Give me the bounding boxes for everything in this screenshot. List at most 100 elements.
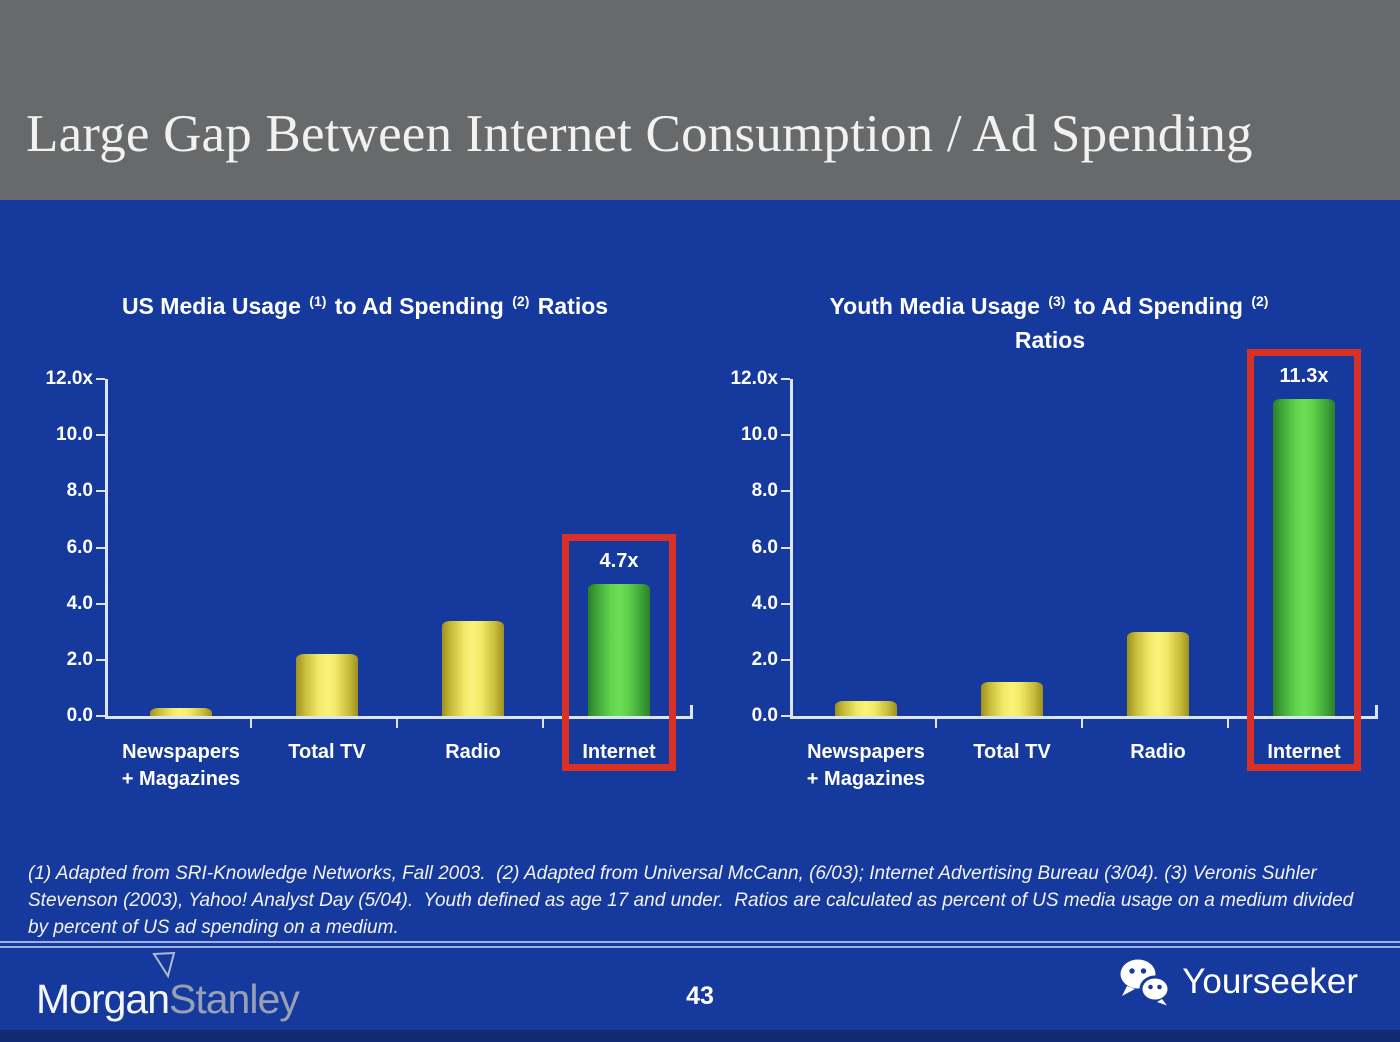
category-label-line: + Magazines xyxy=(806,768,926,790)
yourseeker-label: Yourseeker xyxy=(1182,962,1358,1001)
chart-title-text: US Media Usage xyxy=(121,293,308,319)
bar-value-label: 11.3x xyxy=(1279,365,1329,387)
highlight-box xyxy=(1247,349,1361,771)
category-label: Total TV xyxy=(939,739,1085,766)
y-tick-mark xyxy=(96,547,105,549)
page-number: 43 xyxy=(686,982,714,1010)
plot-area: 12.0x 10.0 8.0 6.0 4.0 2.0 0.0 4.7x Newspapers + … xyxy=(41,369,693,794)
chart-title: Youth Media Usage (3) to Ad Spending (2)… xyxy=(726,291,1374,379)
chart-title-text: to Ad Spending xyxy=(1067,293,1250,319)
y-tick-mark xyxy=(96,490,105,492)
logo-morgan: Morgan xyxy=(36,976,170,1022)
y-tick-label: 4.0 xyxy=(751,593,778,614)
y-tick-mark xyxy=(96,603,105,605)
category-label: Total TV xyxy=(254,739,400,766)
y-tick-mark xyxy=(781,603,790,605)
slide-header: Large Gap Between Internet Consumption /… xyxy=(0,0,1400,200)
charts-row: US Media Usage (1) to Ad Spending (2) Ra… xyxy=(41,291,1378,794)
category-label: Internet xyxy=(1231,739,1377,766)
morgan-stanley-logo: MorganStanley xyxy=(36,952,300,1023)
y-tick-mark xyxy=(96,378,105,380)
y-tick-label: 2.0 xyxy=(66,649,93,670)
x-tick-mark xyxy=(1081,719,1083,728)
y-tick-label: 12.0x xyxy=(45,368,93,389)
x-axis-end-tick xyxy=(1375,705,1378,719)
category-label: Internet xyxy=(546,739,692,766)
y-tick-label: 8.0 xyxy=(751,480,778,501)
y-tick-label: 10.0 xyxy=(56,424,93,445)
chart-youth-media: Youth Media Usage (3) to Ad Spending (2)… xyxy=(726,291,1378,794)
bar-newspapers xyxy=(150,708,212,716)
category-label-line: Newspapers xyxy=(807,741,925,763)
category-label-line: Total TV xyxy=(973,741,1051,763)
y-tick-label: 0.0 xyxy=(66,705,93,726)
wechat-icon xyxy=(1120,959,1171,1006)
x-tick-mark xyxy=(1227,719,1229,728)
superscript-note: (3) xyxy=(1048,293,1066,309)
footnote: (1) Adapted from SRI-Knowledge Networks,… xyxy=(28,863,1359,938)
x-tick-mark xyxy=(935,719,937,728)
category-label: Newspapers + Magazines xyxy=(108,739,254,793)
category-label: Newspapers + Magazines xyxy=(793,739,939,793)
plot-axes: 4.7x xyxy=(105,379,692,771)
y-tick-mark xyxy=(781,434,790,436)
y-tick-mark xyxy=(96,715,105,717)
y-tick-label: 4.0 xyxy=(66,593,93,614)
y-tick-label: 12.0x xyxy=(730,368,778,389)
superscript-note: (2) xyxy=(1251,293,1269,309)
y-tick-label: 6.0 xyxy=(751,537,778,558)
chart-title: US Media Usage (1) to Ad Spending (2) Ra… xyxy=(41,291,689,379)
y-tick-label: 0.0 xyxy=(751,705,778,726)
chart-title-line2: Ratios xyxy=(1014,327,1086,353)
logo-stanley: Stanley xyxy=(169,976,300,1022)
superscript-note: (1) xyxy=(309,293,327,309)
separator-line xyxy=(0,941,1400,948)
bar-radio xyxy=(1127,632,1189,716)
yourseeker-logo: Yourseeker xyxy=(1118,958,1358,1006)
y-tick-label: 8.0 xyxy=(66,480,93,501)
highlight-box xyxy=(562,534,676,771)
morgan-stanley-flag-icon xyxy=(152,952,176,978)
bar-total-tv xyxy=(981,682,1043,716)
chart-title-text: to Ad Spending xyxy=(328,293,511,319)
y-tick-mark xyxy=(781,378,790,380)
category-label-line: + Magazines xyxy=(121,768,241,790)
x-tick-mark xyxy=(250,719,252,728)
category-label-line: Radio xyxy=(445,741,501,763)
chart-title-text: Youth Media Usage xyxy=(829,293,1047,319)
bar-radio xyxy=(442,621,504,716)
bar-internet xyxy=(1273,399,1335,716)
category-label-line: Total TV xyxy=(288,741,366,763)
plot-axes: 11.3x xyxy=(790,349,1377,771)
category-label-line: Internet xyxy=(1267,741,1341,763)
plot-area: 12.0x 10.0 8.0 6.0 4.0 2.0 0.0 11.3x Newspapers +… xyxy=(726,349,1378,794)
category-label: Radio xyxy=(400,739,546,766)
y-tick-mark xyxy=(781,659,790,661)
x-axis-end-tick xyxy=(690,705,693,719)
y-tick-mark xyxy=(96,659,105,661)
chart-title-line1: US Media Usage (1) to Ad Spending (2) Ra… xyxy=(41,291,689,325)
y-tick-label: 10.0 xyxy=(741,424,778,445)
y-tick-label: 6.0 xyxy=(66,537,93,558)
category-label-line: Radio xyxy=(1130,741,1186,763)
x-tick-mark xyxy=(396,719,398,728)
chart-title-text: Ratios xyxy=(531,293,609,319)
category-label-line: Newspapers xyxy=(122,741,240,763)
y-tick-mark xyxy=(96,434,105,436)
bar-internet xyxy=(588,584,650,716)
y-tick-label: 2.0 xyxy=(751,649,778,670)
chart-us-media: US Media Usage (1) to Ad Spending (2) Ra… xyxy=(41,291,693,794)
superscript-note: (2) xyxy=(512,293,530,309)
slide-body: US Media Usage (1) to Ad Spending (2) Ra… xyxy=(0,200,1400,1042)
bottom-strip xyxy=(0,1030,1400,1042)
bar-total-tv xyxy=(296,654,358,716)
chart-title-line1: Youth Media Usage (3) to Ad Spending (2) xyxy=(726,291,1374,325)
bar-value-label: 4.7x xyxy=(599,550,639,572)
category-label-line: Internet xyxy=(582,741,656,763)
y-tick-mark xyxy=(781,547,790,549)
x-tick-mark xyxy=(542,719,544,728)
bar-newspapers xyxy=(835,701,897,716)
slide-title: Large Gap Between Internet Consumption /… xyxy=(26,105,1253,163)
y-tick-mark xyxy=(781,490,790,492)
